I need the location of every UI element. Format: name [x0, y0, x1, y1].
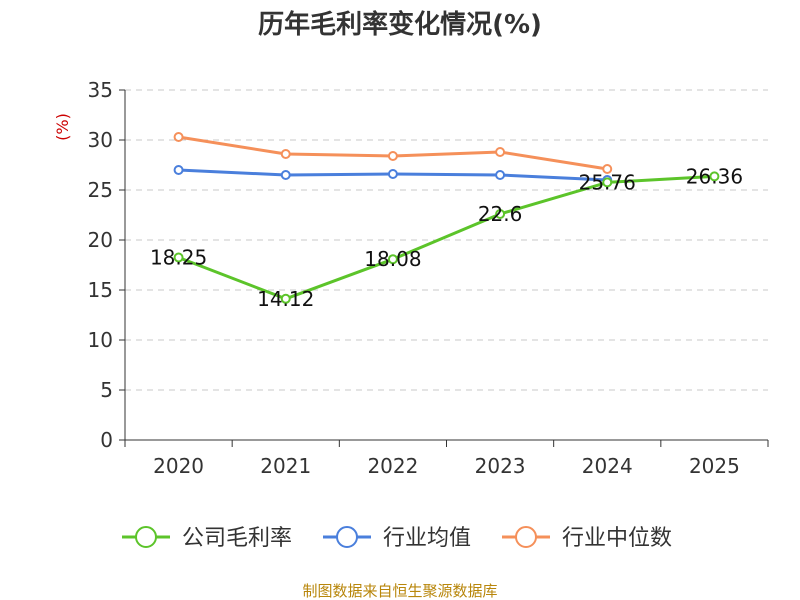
data-point [173, 132, 184, 142]
data-point [173, 252, 184, 263]
data-point [280, 293, 291, 304]
series-line [178, 174, 715, 301]
data-label: 18.08 [364, 247, 421, 271]
x-tick-label: 2021 [260, 454, 311, 478]
data-point [495, 147, 506, 157]
data-point [387, 254, 398, 265]
data-point [709, 171, 720, 182]
y-axis-label: (%) [53, 113, 72, 141]
x-tick-label: 2024 [582, 454, 633, 478]
legend-label: 公司毛利率 [182, 526, 292, 551]
y-tick-label: 10 [88, 328, 113, 352]
legend-marker [515, 526, 537, 548]
x-tick-label: 2022 [367, 454, 418, 478]
legend-item: 行业中位数 [502, 526, 672, 551]
data-label: 14.12 [257, 287, 314, 311]
grid [125, 89, 768, 391]
data-point [280, 149, 291, 159]
series [173, 132, 720, 304]
y-tick-label: 15 [88, 278, 113, 302]
y-tick-label: 5 [100, 378, 113, 402]
data-point [387, 151, 398, 161]
y-tick-label: 0 [100, 428, 113, 452]
data-label: 22.6 [478, 202, 523, 226]
legend-marker [336, 526, 358, 548]
legend-marker [135, 526, 157, 548]
data-point [495, 170, 506, 180]
data-point [602, 177, 613, 188]
x-tick-label: 2023 [475, 454, 526, 478]
legend: 公司毛利率 行业均值 行业中位数 [122, 526, 672, 551]
x-tick-label: 2020 [153, 454, 204, 478]
data-point [387, 169, 398, 179]
y-tick-label: 25 [88, 178, 113, 202]
x-tick-label: 2025 [689, 454, 740, 478]
data-label: 26.36 [686, 164, 743, 188]
data-point [495, 209, 506, 219]
legend-label: 行业均值 [383, 526, 471, 551]
legend-item: 行业均值 [323, 526, 471, 551]
data-point [173, 165, 184, 175]
chart-title: 历年毛利率变化情况(%) [258, 9, 542, 40]
data-label: 25.76 [579, 170, 636, 194]
legend-label: 行业中位数 [562, 526, 672, 551]
data-point [280, 170, 291, 180]
legend-item: 公司毛利率 [122, 526, 292, 551]
data-labels: 18.25 14.12 18.08 22.6 25.76 26.36 [150, 164, 743, 310]
y-tick-label: 20 [88, 228, 113, 252]
data-label: 18.25 [150, 246, 207, 270]
y-tick-label: 30 [88, 128, 113, 152]
data-point [602, 164, 613, 174]
y-tick-label: 35 [88, 78, 113, 102]
source-note: 制图数据来自恒生聚源数据库 [302, 582, 497, 600]
